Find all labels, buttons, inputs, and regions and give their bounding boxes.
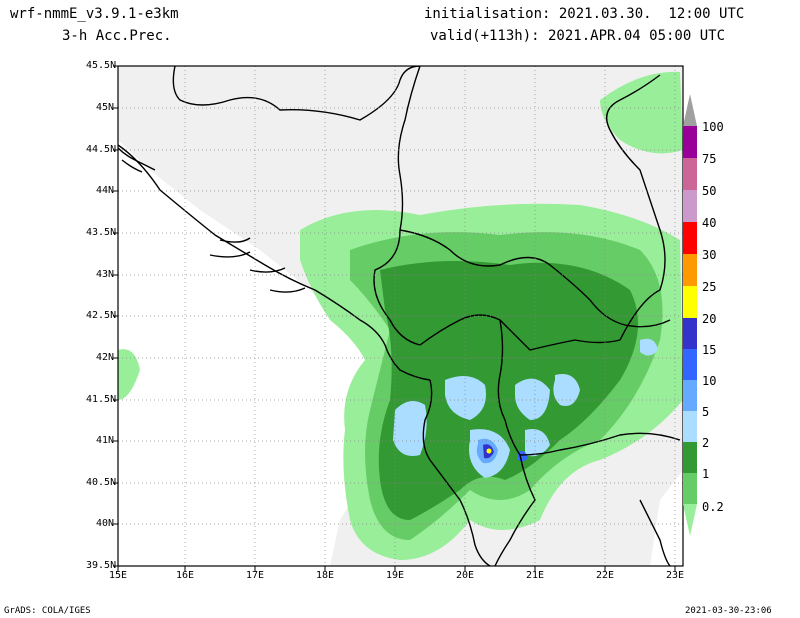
colorbar-label: 5	[702, 405, 710, 419]
colorbar-label: 15	[702, 343, 717, 357]
lat-label: 40.5N	[86, 477, 117, 488]
colorbar-swatch	[683, 380, 697, 411]
lon-label: 17E	[245, 570, 265, 581]
colorbar-label: 25	[702, 280, 717, 294]
lat-label: 41.5N	[86, 394, 117, 405]
graticule	[118, 66, 683, 566]
colorbar-swatch	[683, 254, 697, 286]
lon-label: 20E	[455, 570, 475, 581]
valid-time: valid(+113h): 2021.APR.04 05:00 UTC	[430, 28, 726, 44]
colorbar-swatch	[683, 473, 697, 504]
colorbar-swatch	[683, 222, 697, 254]
lon-label: 16E	[175, 570, 195, 581]
lon-label: 18E	[315, 570, 335, 581]
lon-label: 23E	[665, 570, 685, 581]
colorbar-swatch	[683, 411, 697, 442]
lon-label: 15E	[108, 570, 128, 581]
lon-label: 21E	[525, 570, 545, 581]
field-title: 3-h Acc.Prec.	[62, 28, 172, 44]
colorbar-swatch	[683, 158, 697, 190]
colorbar-cap-bottom	[683, 504, 697, 536]
lat-label: 41N	[95, 435, 114, 446]
lat-label: 42N	[95, 352, 114, 363]
colorbar-label: 0.2	[702, 500, 724, 514]
colorbar-swatch	[683, 190, 697, 222]
colorbar-swatch	[683, 286, 697, 318]
lat-label: 45N	[95, 102, 114, 113]
lat-label: 42.5N	[86, 310, 117, 321]
colorbar-label: 30	[702, 248, 717, 262]
lat-label: 44N	[95, 185, 114, 196]
lat-label: 43N	[95, 269, 114, 280]
lat-label: 40N	[95, 518, 114, 529]
colorbar-label: 40	[702, 216, 717, 230]
lat-label: 45.5N	[86, 60, 117, 71]
colorbar-swatch	[683, 442, 697, 473]
render-timestamp: 2021-03-30-23:06	[685, 606, 772, 616]
lat-label: 44.5N	[86, 144, 117, 155]
colorbar-label: 1	[702, 467, 710, 481]
colorbar-swatch	[683, 349, 697, 380]
colorbar-label: 20	[702, 312, 717, 326]
borders	[118, 66, 681, 566]
colorbar-label: 75	[702, 152, 717, 166]
init-time: initialisation: 2021.03.30. 12:00 UTC	[424, 6, 745, 22]
colorbar-label: 50	[702, 184, 717, 198]
lat-label: 39.5N	[86, 560, 117, 571]
colorbar-cap-top	[683, 94, 697, 126]
grads-credit: GrADS: COLA/IGES	[4, 606, 91, 616]
colorbar-label: 2	[702, 436, 710, 450]
lon-label: 19E	[385, 570, 405, 581]
colorbar	[683, 94, 697, 536]
lon-label: 22E	[595, 570, 615, 581]
colorbar-label: 10	[702, 374, 717, 388]
colorbar-label: 100	[702, 120, 724, 134]
axis-ticks	[113, 65, 676, 571]
colorbar-swatch	[683, 126, 697, 158]
lat-label: 43.5N	[86, 227, 117, 238]
colorbar-swatch	[683, 318, 697, 349]
precip-field	[118, 71, 683, 566]
model-title: wrf-nmmE_v3.9.1-e3km	[10, 6, 179, 22]
